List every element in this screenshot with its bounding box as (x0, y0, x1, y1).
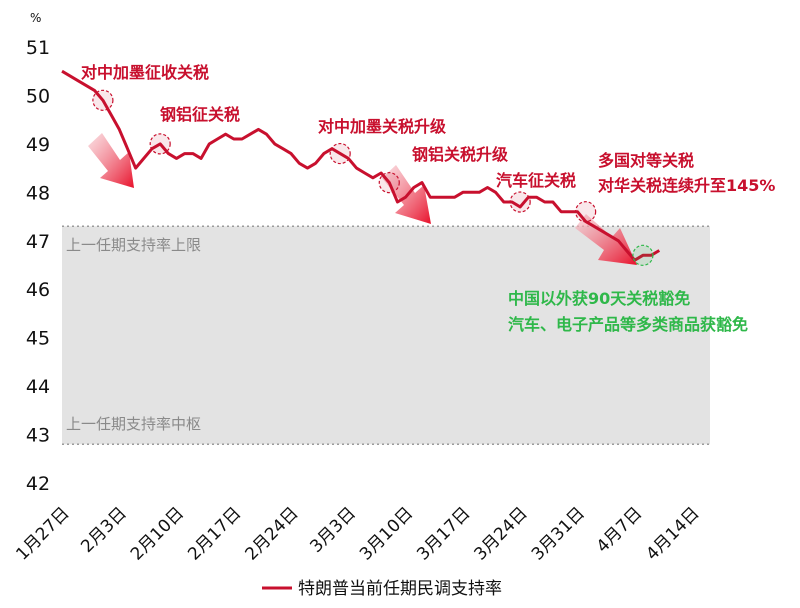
x-tick-label: 3月17日 (413, 503, 474, 564)
y-axis-ticks: 42 43 44 45 46 47 48 49 50 51 (26, 37, 50, 495)
y-tick-label: 51 (26, 37, 50, 59)
band-center-label: 上一任期支持率中枢 (66, 415, 201, 433)
event-marker-circle (509, 191, 531, 213)
x-tick-label: 3月10日 (356, 503, 417, 564)
y-tick-label: 49 (26, 134, 50, 156)
x-tick-label: 2月24日 (241, 503, 302, 564)
y-tick-label: 50 (26, 85, 50, 107)
x-tick-label: 1月27日 (12, 503, 73, 564)
y-tick-label: 42 (26, 473, 50, 495)
x-tick-label: 4月7日 (593, 503, 646, 556)
event-marker-circle (92, 89, 114, 111)
band-upper-label: 上一任期支持率上限 (66, 236, 201, 254)
y-tick-label: 45 (26, 328, 50, 350)
event-markers (92, 89, 654, 266)
x-tick-label: 3月24日 (471, 503, 532, 564)
x-tick-label: 3月31日 (528, 503, 589, 564)
approval-series-line (61, 69, 661, 262)
annotation-reciprocal-tariffs: 多国对等关税 (598, 151, 694, 170)
downtrend-arrow (575, 214, 637, 265)
event-marker-circle (378, 172, 400, 194)
annotation-tariff-escalation: 对中加墨关税升级 (318, 117, 447, 136)
y-tick-label: 48 (26, 182, 50, 204)
annotation-auto-tariff: 汽车征关税 (496, 171, 576, 190)
y-tick-label: 43 (26, 425, 50, 447)
downtrend-arrow (88, 133, 134, 188)
annotation-electronics-exemption: 汽车、电子产品等多类商品获豁免 (508, 315, 748, 334)
annotation-steel-aluminum-tariff: 钢铝征关税 (160, 105, 240, 124)
x-tick-label: 2月10日 (127, 503, 188, 564)
previous-term-range-band (62, 226, 710, 445)
x-tick-label: 4月14日 (642, 503, 703, 564)
x-tick-label: 3月3日 (306, 503, 359, 556)
y-tick-label: 46 (26, 279, 50, 301)
y-tick-label: 47 (26, 231, 50, 253)
annotation-china-tariff-145: 对华关税连续升至145% (598, 176, 775, 195)
annotation-90-day-exemption: 中国以外获90天关税豁免 (508, 289, 690, 308)
event-marker-circle (632, 244, 654, 266)
legend-label: 特朗普当前任期民调支持率 (298, 579, 502, 599)
legend: 特朗普当前任期民调支持率 (262, 579, 502, 599)
annotation-tariff-china-canada-mexico: 对中加墨征收关税 (81, 63, 209, 82)
y-tick-label: 44 (26, 376, 50, 398)
annotation-steel-aluminum-escalation: 钢铝关税升级 (412, 145, 509, 164)
x-tick-label: 2月17日 (184, 503, 245, 564)
event-marker-circle (575, 201, 597, 223)
event-marker-circle (149, 133, 171, 155)
x-tick-label: 2月3日 (77, 503, 130, 556)
unit-label: % (30, 11, 41, 25)
event-marker-circle (329, 142, 351, 165)
